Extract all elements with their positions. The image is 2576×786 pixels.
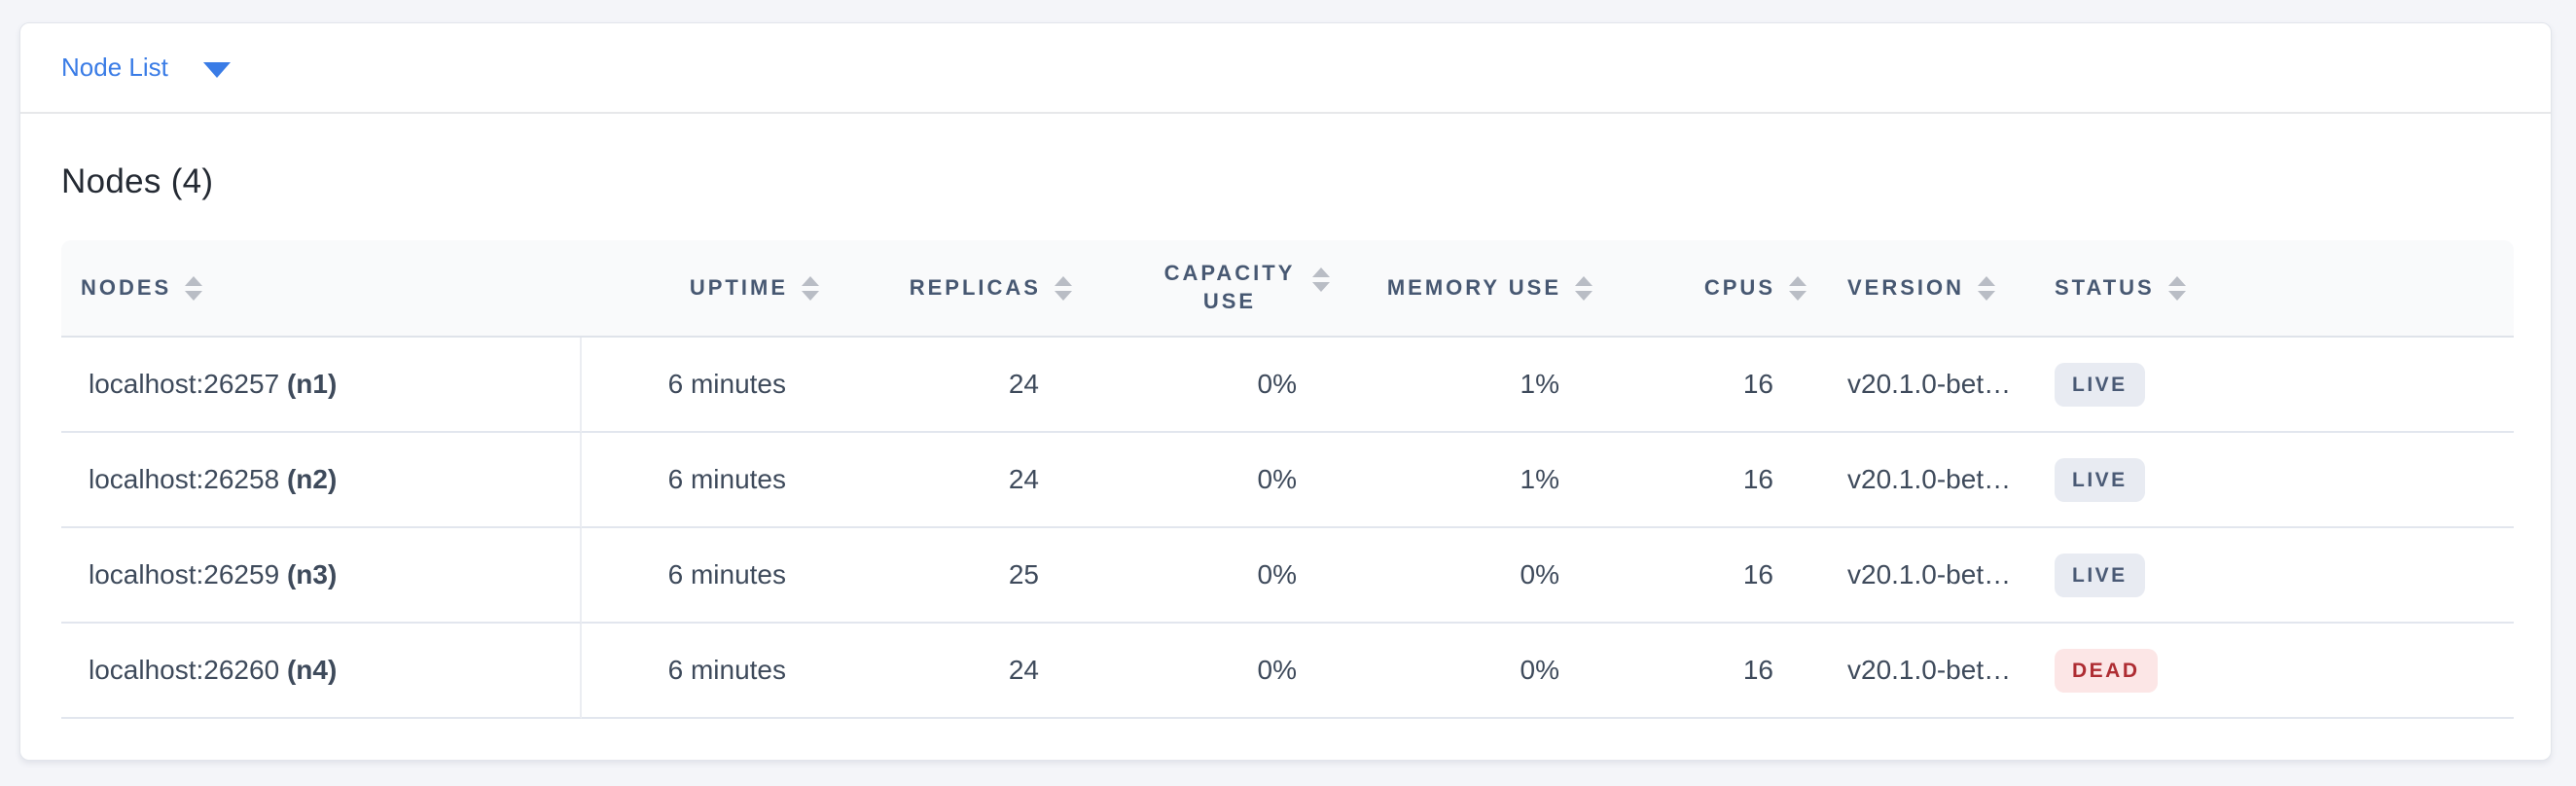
column-header-status[interactable]: STATUS — [2029, 240, 2514, 338]
table-row-node-3[interactable]: localhost:26259 (n3) 6 minutes 25 0% 0% … — [61, 528, 2514, 624]
table-header-row: NODES UPTIME REPLICAS — [61, 240, 2514, 338]
node-id: (n4) — [286, 655, 338, 685]
memory-use-cell: 1% — [1343, 338, 1606, 433]
column-label: NODES — [81, 274, 172, 300]
column-label: CAPACITY USE — [1163, 261, 1296, 313]
node-address: localhost:26257 — [89, 369, 280, 399]
cpus-cell: 16 — [1606, 338, 1820, 433]
sort-icon — [1789, 275, 1807, 301]
version-cell: v20.1.0-bet… — [1820, 528, 2029, 624]
cpus-cell: 16 — [1606, 433, 1820, 528]
status-cell: LIVE — [2029, 433, 2514, 528]
column-label: CPUS — [1703, 274, 1775, 300]
sort-icon — [185, 275, 203, 301]
sort-icon — [1055, 275, 1072, 301]
node-address-cell: localhost:26257 (n1) — [61, 338, 582, 433]
column-header-nodes[interactable]: NODES — [61, 240, 582, 338]
replicas-cell: 24 — [833, 624, 1086, 719]
cpus-cell: 16 — [1606, 624, 1820, 719]
version-cell: v20.1.0-bet… — [1820, 624, 2029, 719]
node-list-card: Node List Nodes (4) NODES — [19, 22, 2552, 761]
replicas-cell: 24 — [833, 338, 1086, 433]
table-row-node-4[interactable]: localhost:26260 (n4) 6 minutes 24 0% 0% … — [61, 624, 2514, 719]
column-header-cpus[interactable]: CPUS — [1606, 240, 1820, 338]
memory-use-cell: 1% — [1343, 433, 1606, 528]
column-label: STATUS — [2055, 274, 2155, 300]
caret-down-icon — [202, 61, 231, 78]
status-badge: LIVE — [2055, 553, 2145, 597]
view-selector-dropdown[interactable]: Node List — [61, 53, 231, 83]
uptime-cell: 6 minutes — [582, 338, 833, 433]
sort-icon — [802, 275, 819, 301]
uptime-cell: 6 minutes — [582, 433, 833, 528]
column-header-capacity-use[interactable]: CAPACITY USE — [1086, 240, 1343, 338]
version-cell: v20.1.0-bet… — [1820, 338, 2029, 433]
sort-icon — [2167, 275, 2186, 301]
uptime-cell: 6 minutes — [582, 528, 833, 624]
column-header-replicas[interactable]: REPLICAS — [833, 240, 1086, 338]
status-cell: LIVE — [2029, 528, 2514, 624]
column-header-version[interactable]: VERSION — [1820, 240, 2029, 338]
column-header-uptime[interactable]: UPTIME — [582, 240, 833, 338]
column-header-memory-use[interactable]: MEMORY USE — [1343, 240, 1606, 338]
uptime-cell: 6 minutes — [582, 624, 833, 719]
version-cell: v20.1.0-bet… — [1820, 433, 2029, 528]
capacity-use-cell: 0% — [1086, 528, 1343, 624]
status-cell: LIVE — [2029, 338, 2514, 433]
status-badge: LIVE — [2055, 457, 2145, 502]
view-selector-bar: Node List — [20, 23, 2551, 114]
node-id: (n3) — [286, 559, 338, 590]
cpus-cell: 16 — [1606, 528, 1820, 624]
node-id: (n2) — [286, 464, 338, 494]
column-label: VERSION — [1847, 274, 1965, 300]
page-title: Nodes (4) — [61, 162, 214, 200]
memory-use-cell: 0% — [1343, 528, 1606, 624]
node-address: localhost:26259 — [89, 559, 280, 590]
node-address-cell: localhost:26259 (n3) — [61, 528, 582, 624]
node-address-cell: localhost:26260 (n4) — [61, 624, 582, 719]
replicas-cell: 24 — [833, 433, 1086, 528]
table-row-node-2[interactable]: localhost:26258 (n2) 6 minutes 24 0% 1% … — [61, 433, 2514, 528]
column-label: UPTIME — [689, 274, 788, 300]
status-cell: DEAD — [2029, 624, 2514, 719]
column-label: REPLICAS — [909, 274, 1041, 300]
sort-icon — [1312, 268, 1330, 293]
replicas-cell: 25 — [833, 528, 1086, 624]
capacity-use-cell: 0% — [1086, 338, 1343, 433]
table-row-node-1[interactable]: localhost:26257 (n1) 6 minutes 24 0% 1% … — [61, 338, 2514, 433]
sort-icon — [1978, 275, 1996, 301]
node-address-cell: localhost:26258 (n2) — [61, 433, 582, 528]
status-badge: LIVE — [2055, 362, 2145, 407]
capacity-use-cell: 0% — [1086, 624, 1343, 719]
memory-use-cell: 0% — [1343, 624, 1606, 719]
capacity-use-cell: 0% — [1086, 433, 1343, 528]
node-address: localhost:26260 — [89, 655, 280, 685]
node-address: localhost:26258 — [89, 464, 280, 494]
nodes-section: Nodes (4) NODES UPTIME — [20, 162, 2551, 719]
node-id: (n1) — [286, 369, 338, 399]
view-selector-label: Node List — [61, 53, 168, 82]
status-badge: DEAD — [2055, 648, 2158, 693]
node-table: NODES UPTIME REPLICAS — [61, 240, 2514, 719]
sort-icon — [1575, 275, 1592, 301]
column-label: MEMORY USE — [1386, 274, 1561, 300]
